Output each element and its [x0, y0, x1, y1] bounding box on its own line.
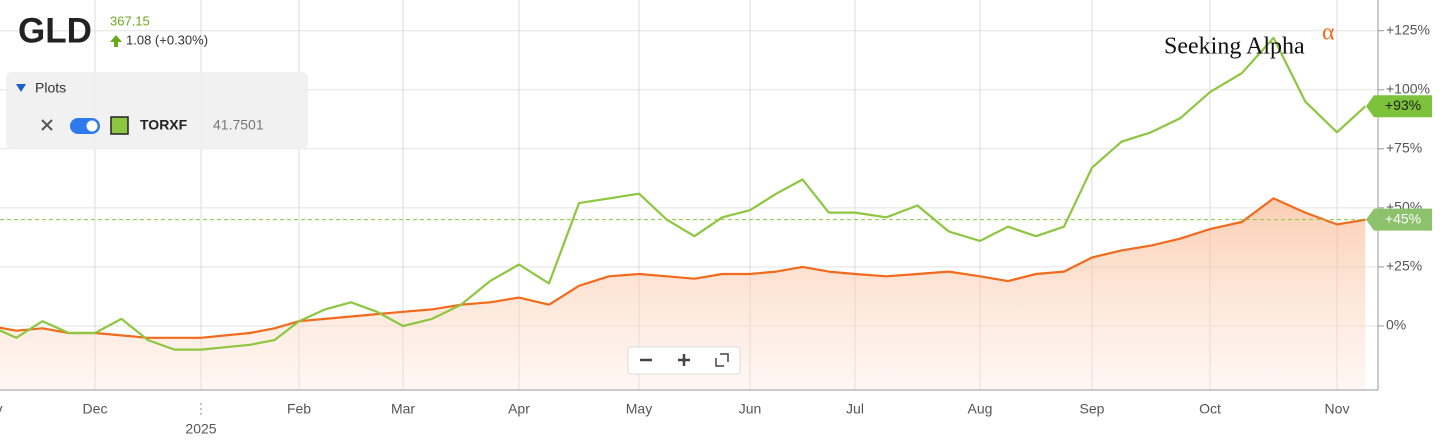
y-tick-label: +100% — [1386, 80, 1430, 96]
legend-swatch — [110, 116, 129, 135]
toggle-knob — [86, 120, 98, 132]
zoom-in[interactable] — [678, 354, 690, 366]
x-tick-label: Nov — [0, 401, 2, 417]
legend-value: 41.7501 — [213, 117, 264, 133]
x-tick-label: 2025 — [185, 421, 216, 437]
remove-button[interactable] — [41, 119, 53, 131]
axes: 0%+25%+50%+75%+100%+125%NovDec2025FebMar… — [0, 21, 1432, 437]
plot-area — [0, 36, 1378, 390]
value-label: +45% — [1385, 210, 1421, 226]
change: 1.08 (+0.30%) — [126, 32, 208, 47]
brand-mark: α — [1322, 20, 1335, 46]
y-tick-label: +75% — [1386, 140, 1422, 156]
y-tick-label: +25% — [1386, 258, 1422, 274]
x-tick-label: Mar — [391, 401, 415, 417]
line — [0, 197, 1366, 339]
x-tick-label: Apr — [508, 401, 530, 417]
y-tick-label: 0% — [1386, 317, 1406, 333]
x-tick-label: Jul — [846, 401, 864, 417]
area-fill — [0, 198, 1366, 390]
x-tick-label: Nov — [1325, 401, 1350, 417]
price: 367.15 — [110, 13, 150, 28]
legend-title: Plots — [35, 80, 66, 96]
collapse-icon[interactable] — [16, 84, 26, 92]
x-tick-label: Dec — [83, 401, 108, 417]
value-badge — [1366, 95, 1432, 118]
legend-label: TORXF — [140, 117, 188, 133]
x-tick-label: Aug — [968, 401, 993, 417]
symbol: GLD — [18, 11, 92, 50]
x-tick-label: Jun — [739, 401, 762, 417]
x-tick-label: Sep — [1080, 401, 1105, 417]
fullscreen[interactable] — [715, 353, 729, 367]
up-arrow — [110, 35, 122, 47]
x-tick-label: May — [626, 401, 652, 417]
line — [0, 36, 1367, 351]
value-badge — [1366, 208, 1432, 231]
x-tick-label: Oct — [1199, 401, 1221, 417]
brand-name: Seeking Alpha — [1164, 34, 1305, 60]
value-label: +93% — [1385, 97, 1421, 113]
y-tick-label: +125% — [1386, 21, 1430, 37]
x-tick-label: Feb — [287, 401, 311, 417]
